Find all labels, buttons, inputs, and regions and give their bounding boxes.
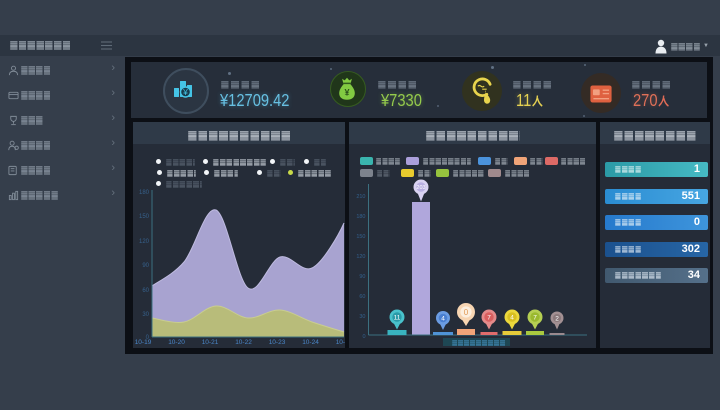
svg-text:10-21: 10-21 bbox=[202, 339, 219, 346]
svg-text:7: 7 bbox=[533, 314, 537, 321]
svg-text:2: 2 bbox=[555, 315, 559, 322]
svg-text:0: 0 bbox=[464, 308, 469, 317]
svg-text:60: 60 bbox=[359, 294, 365, 300]
svg-text:150: 150 bbox=[139, 214, 150, 220]
svg-text:¥: ¥ bbox=[182, 87, 188, 97]
svg-text:11: 11 bbox=[394, 314, 401, 321]
svg-text:10-25: 10-25 bbox=[336, 339, 345, 346]
svg-text:150: 150 bbox=[356, 234, 365, 240]
svg-text:10-22: 10-22 bbox=[235, 339, 252, 346]
svg-text:60: 60 bbox=[142, 288, 149, 294]
svg-text:210: 210 bbox=[356, 194, 365, 200]
svg-text:30: 30 bbox=[359, 314, 365, 320]
svg-text:0: 0 bbox=[146, 335, 150, 341]
svg-text:7: 7 bbox=[487, 314, 491, 321]
svg-text:90: 90 bbox=[142, 263, 149, 269]
svg-text:203: 203 bbox=[416, 185, 425, 191]
svg-text:120: 120 bbox=[139, 239, 150, 245]
svg-text:10-24: 10-24 bbox=[302, 339, 319, 346]
svg-text:4: 4 bbox=[510, 314, 514, 321]
svg-text:4: 4 bbox=[441, 315, 445, 322]
svg-text:¥: ¥ bbox=[344, 88, 349, 98]
svg-text:10-20: 10-20 bbox=[168, 339, 185, 346]
svg-text:0: 0 bbox=[362, 334, 365, 340]
svg-text:180: 180 bbox=[356, 214, 365, 220]
svg-text:180: 180 bbox=[139, 190, 150, 196]
svg-text:10-19: 10-19 bbox=[135, 339, 152, 346]
svg-text:90: 90 bbox=[359, 274, 365, 280]
svg-text:120: 120 bbox=[356, 254, 365, 260]
svg-text:30: 30 bbox=[142, 312, 149, 318]
svg-text:10-23: 10-23 bbox=[269, 339, 286, 346]
